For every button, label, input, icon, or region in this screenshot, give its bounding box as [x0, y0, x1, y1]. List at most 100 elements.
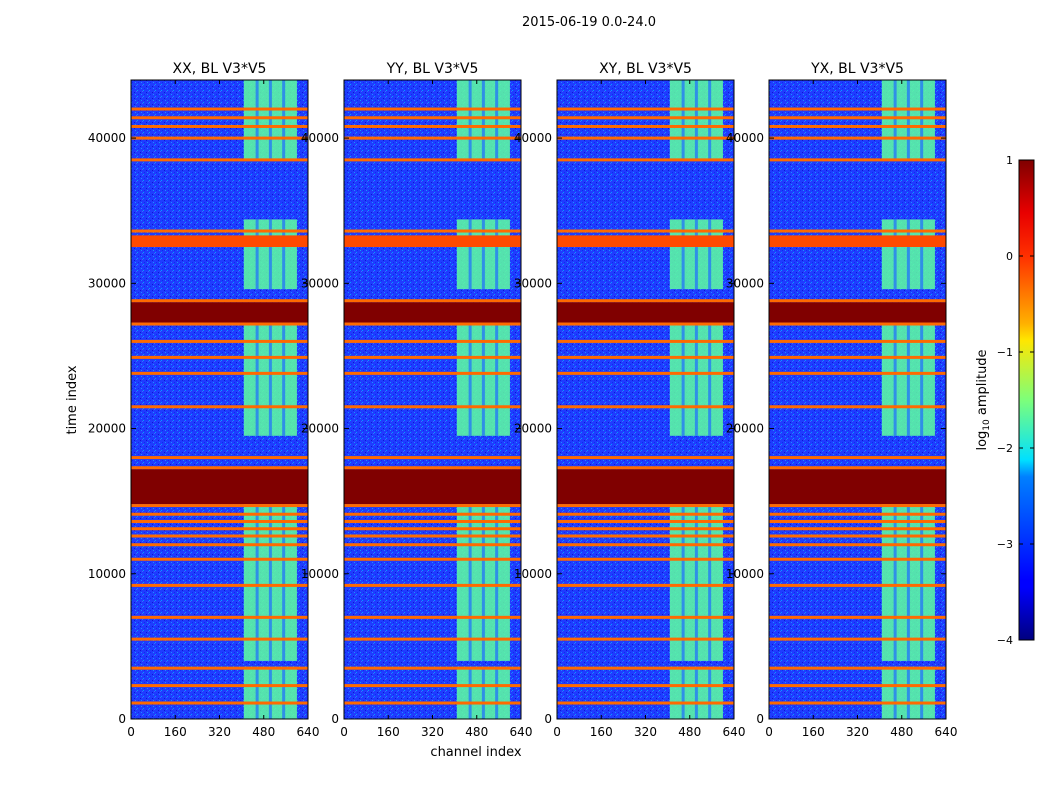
colorbar: −4 −3 −2 −1 0 1 log10 amplitude	[975, 154, 1035, 647]
saturated-band-edge	[344, 466, 521, 470]
x-tick-label: 320	[846, 725, 869, 739]
colorbar-tick-label: 1	[1006, 154, 1013, 167]
rfi-line-15	[131, 355, 308, 359]
rfi-line-13	[344, 405, 521, 409]
y-tick-label: 20000	[514, 422, 552, 436]
rfi-line-2	[131, 666, 308, 670]
active-band-divider	[468, 666, 472, 719]
active-band-divider	[282, 80, 286, 160]
y-tick-label: 30000	[726, 276, 764, 290]
rfi-line-22	[769, 107, 946, 111]
rfi-line-6	[769, 557, 946, 561]
rfi-line-14	[131, 371, 308, 375]
rfi-line-1	[769, 684, 946, 688]
active-band-divider	[920, 219, 924, 290]
active-band-divider	[893, 219, 897, 290]
colorbar-label-subscript: 10	[982, 419, 992, 431]
x-tick-label: 640	[297, 725, 320, 739]
x-tick-label: 0	[127, 725, 135, 739]
rfi-line-11	[769, 512, 946, 516]
rfi-line-21	[131, 116, 308, 120]
figure-title: 2015-06-19 0.0-24.0	[522, 15, 656, 30]
x-tick-label: 320	[634, 725, 657, 739]
rfi-line-17	[557, 229, 734, 233]
rfi-line-3	[557, 637, 734, 641]
rfi-line-14	[557, 371, 734, 375]
rfi-line-11	[557, 512, 734, 516]
active-band-divider	[906, 666, 910, 719]
saturated-band-edge	[557, 466, 734, 470]
active-band-divider	[268, 666, 272, 719]
rfi-line-17	[131, 229, 308, 233]
rfi-line-21	[769, 116, 946, 120]
rfi-line-18	[344, 158, 521, 162]
rfi-line-20	[557, 124, 734, 128]
x-axis-label: channel index	[430, 745, 521, 760]
rfi-line-12	[769, 456, 946, 460]
active-band-divider	[906, 80, 910, 160]
rfi-line-19	[557, 136, 734, 140]
rfi-line-2	[557, 666, 734, 670]
y-tick-label: 40000	[88, 131, 126, 145]
saturated-band-0	[557, 469, 734, 505]
x-tick-label: 160	[802, 725, 825, 739]
rfi-line-20	[769, 124, 946, 128]
rfi-line-20	[344, 124, 521, 128]
saturated-band-edge	[769, 504, 946, 508]
rfi-line-3	[344, 637, 521, 641]
rfi-line-19	[769, 136, 946, 140]
rfi-line-9	[344, 527, 521, 531]
saturated-band-edge	[131, 504, 308, 508]
active-band-divider	[268, 504, 272, 661]
active-band-divider	[495, 80, 499, 160]
rfi-line-15	[344, 355, 521, 359]
rfi-line-19	[344, 136, 521, 140]
saturated-band-0	[344, 469, 521, 505]
active-band-divider	[282, 666, 286, 719]
rfi-line-13	[131, 405, 308, 409]
active-band-divider	[694, 219, 698, 290]
rfi-line-9	[131, 527, 308, 531]
x-tick-label: 480	[252, 725, 275, 739]
active-band-divider	[708, 666, 712, 719]
active-band-divider	[255, 666, 259, 719]
colorbar-label-rest: amplitude	[975, 349, 990, 419]
rfi-line-8	[344, 534, 521, 538]
y-tick-label: 40000	[726, 131, 764, 145]
saturated-band-edge	[769, 322, 946, 326]
rfi-line-0	[557, 701, 734, 705]
rfi-line-16	[557, 339, 734, 343]
colorbar-tick-label: 0	[1006, 250, 1013, 263]
colorbar-tick-label: −4	[997, 634, 1013, 647]
active-band-divider	[495, 666, 499, 719]
active-band-divider	[893, 80, 897, 160]
panel-title: XY, BL V3*V5	[599, 61, 692, 77]
active-band-divider	[481, 219, 485, 290]
rfi-line-12	[131, 456, 308, 460]
rfi-line-6	[131, 557, 308, 561]
colorbar-tick-label: −3	[997, 538, 1013, 551]
rfi-line-2	[344, 666, 521, 670]
saturated-band-edge	[344, 504, 521, 508]
saturated-band-edge	[344, 322, 521, 326]
rfi-line-0	[131, 701, 308, 705]
active-band-divider	[255, 504, 259, 661]
rfi-line-4	[344, 615, 521, 619]
y-tick-label: 40000	[514, 131, 552, 145]
active-band-divider	[681, 666, 685, 719]
rfi-line-19	[131, 136, 308, 140]
saturated-band-edge	[557, 504, 734, 508]
y-tick-label: 20000	[726, 422, 764, 436]
saturated-band-edge	[557, 322, 734, 326]
rfi-line-4	[131, 615, 308, 619]
x-tick-label: 0	[765, 725, 773, 739]
x-tick-label: 160	[377, 725, 400, 739]
rfi-line-6	[344, 557, 521, 561]
panel-title: YY, BL V3*V5	[386, 61, 479, 77]
rfi-line-16	[344, 339, 521, 343]
active-band-divider	[495, 504, 499, 661]
active-band-divider	[893, 325, 897, 436]
active-band-divider	[681, 219, 685, 290]
rfi-line-13	[769, 405, 946, 409]
rfi-line-10	[769, 519, 946, 523]
